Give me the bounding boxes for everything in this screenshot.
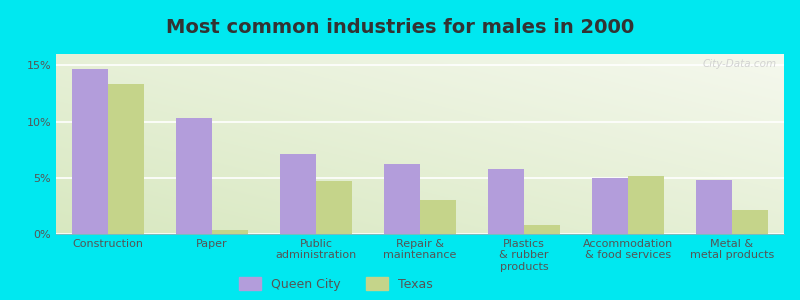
Bar xyxy=(592,178,628,234)
Bar xyxy=(316,181,352,234)
Bar xyxy=(696,180,732,234)
Bar xyxy=(176,118,212,234)
Bar xyxy=(732,210,768,234)
Bar xyxy=(280,154,316,234)
Bar xyxy=(384,164,420,234)
Bar xyxy=(524,225,560,234)
Bar xyxy=(488,169,524,234)
Bar xyxy=(212,230,248,234)
Bar xyxy=(628,176,664,234)
Bar xyxy=(420,200,456,234)
Text: Most common industries for males in 2000: Most common industries for males in 2000 xyxy=(166,18,634,37)
Bar xyxy=(72,69,108,234)
Legend: Queen City, Texas: Queen City, Texas xyxy=(239,277,433,291)
Text: City-Data.com: City-Data.com xyxy=(702,59,777,69)
Bar xyxy=(108,84,145,234)
